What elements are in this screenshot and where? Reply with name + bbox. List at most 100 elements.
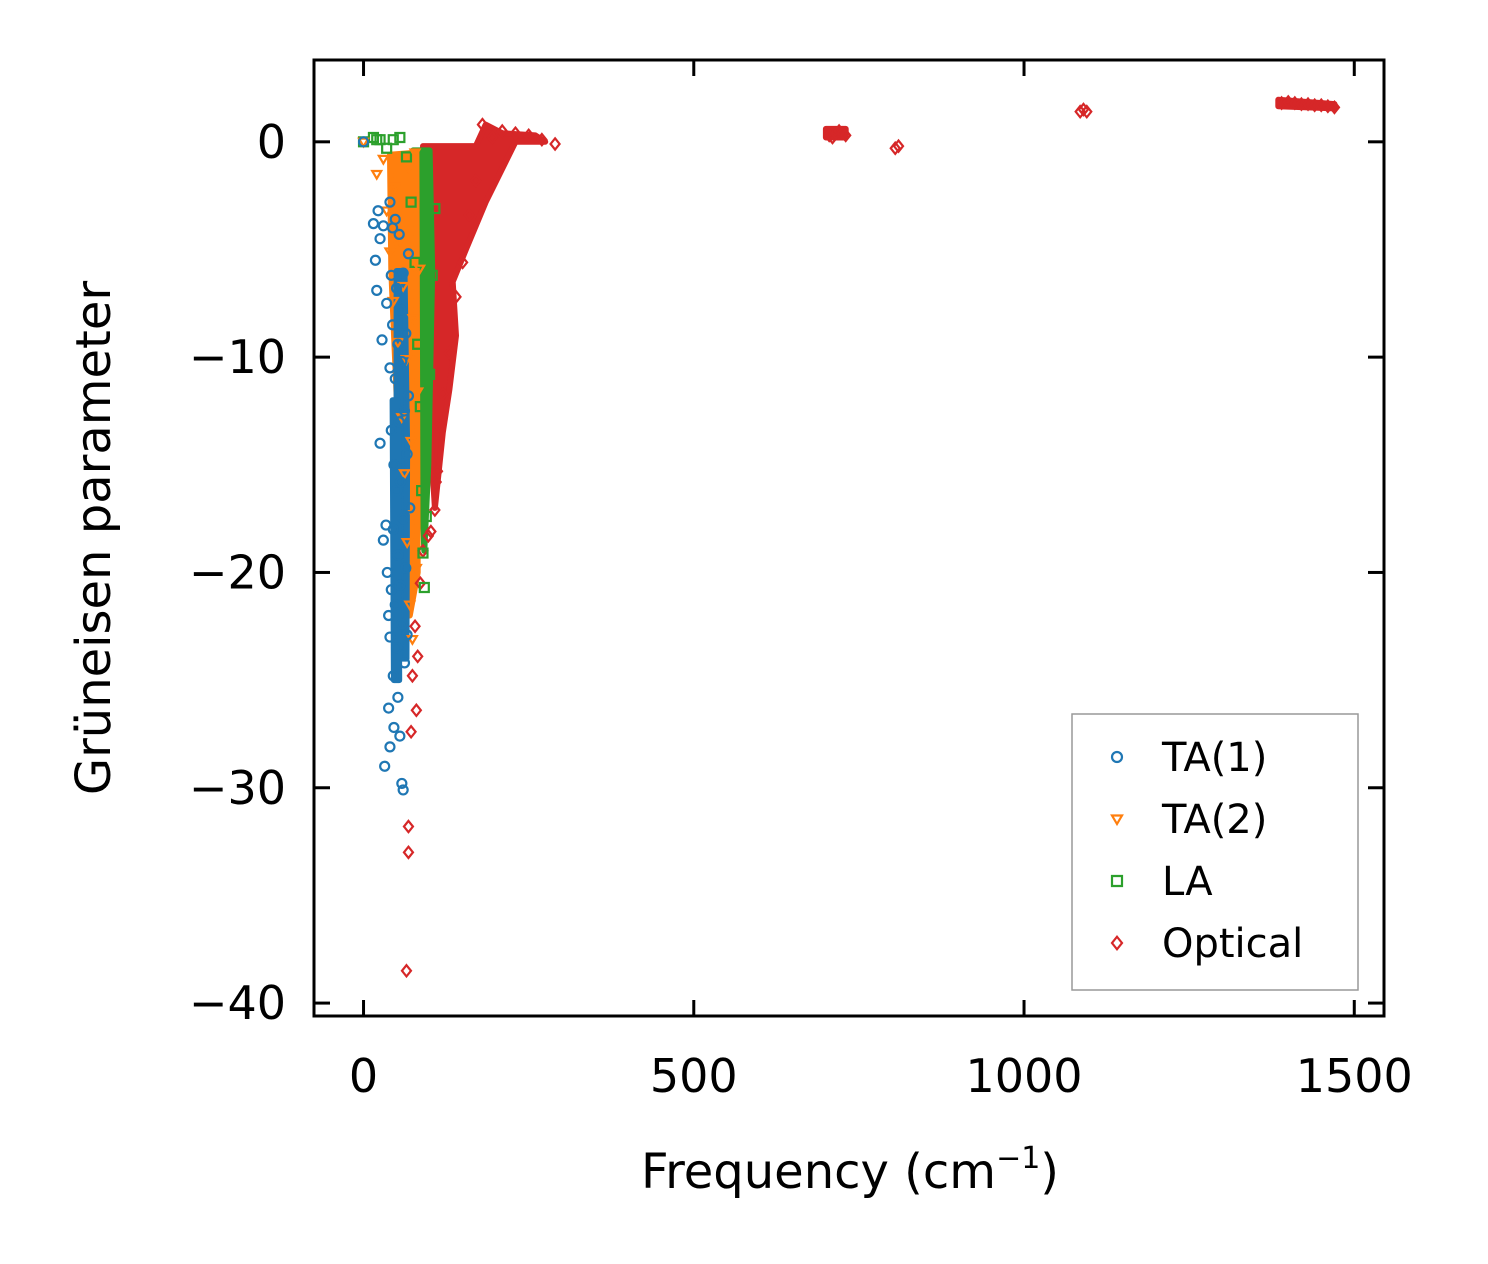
legend-marker-optical bbox=[1110, 934, 1124, 952]
point-optical-3 bbox=[405, 724, 418, 740]
point-ta1-53 bbox=[400, 562, 412, 574]
point-ta1-54 bbox=[401, 448, 413, 460]
x-axis-label-unit-exponent: −1 bbox=[996, 1141, 1040, 1176]
point-ta1-17 bbox=[384, 362, 396, 374]
x-axis-ticks: 0 500 1000 1500 bbox=[349, 60, 1413, 1103]
point-optical-30 bbox=[826, 130, 839, 145]
point-optical-24 bbox=[496, 123, 509, 139]
x-tick-label-0: 0 bbox=[349, 1049, 378, 1103]
point-ta2-15 bbox=[403, 600, 417, 612]
point-ta1-24 bbox=[386, 319, 399, 331]
point-optical-0 bbox=[400, 963, 413, 979]
point-ta1-16 bbox=[384, 196, 396, 208]
point-la-16 bbox=[423, 368, 436, 380]
point-ta1-0 bbox=[357, 136, 370, 148]
point-la-12 bbox=[416, 485, 428, 497]
point-la-9 bbox=[409, 256, 421, 268]
point-ta1-34 bbox=[390, 642, 403, 654]
point-ta1-20 bbox=[385, 269, 397, 281]
point-la-18 bbox=[429, 202, 441, 215]
point-la-8 bbox=[405, 196, 417, 208]
point-optical-10 bbox=[422, 528, 435, 544]
legend-marker-ta2 bbox=[1110, 814, 1124, 827]
point-ta2-22 bbox=[411, 387, 425, 399]
point-ta1-30 bbox=[389, 373, 401, 385]
y-tick-label-3: −30 bbox=[189, 761, 286, 815]
point-ta1-43 bbox=[394, 476, 407, 488]
point-optical-4 bbox=[406, 668, 419, 684]
point-ta1-35 bbox=[392, 338, 404, 350]
point-optical-16 bbox=[436, 386, 449, 402]
point-ta1-31 bbox=[389, 599, 401, 611]
x-tick-label-1: 500 bbox=[650, 1049, 738, 1103]
point-optical-28 bbox=[549, 136, 561, 152]
point-optical-11 bbox=[424, 524, 437, 539]
point-optical-18 bbox=[450, 289, 462, 305]
point-optical-26 bbox=[522, 127, 535, 143]
point-ta1-2 bbox=[369, 254, 382, 266]
point-ta2-0 bbox=[357, 137, 370, 149]
point-ta1-52 bbox=[400, 327, 412, 340]
plot-frame bbox=[312, 58, 1386, 1018]
x-tick-label-2: 1000 bbox=[965, 1049, 1082, 1103]
point-la-13 bbox=[417, 547, 429, 559]
point-ta1-51 bbox=[398, 657, 411, 669]
x-axis-label: Frequency (cm−1) bbox=[641, 1141, 1059, 1200]
point-optical-39 bbox=[1080, 104, 1093, 120]
legend-marker-ta1 bbox=[1110, 750, 1124, 764]
point-ta2-16 bbox=[404, 436, 418, 448]
y-tick-label-0: 0 bbox=[257, 115, 286, 169]
x-axis-label-main: Frequency (cm bbox=[641, 1144, 996, 1200]
point-optical-5 bbox=[409, 618, 421, 634]
point-ta1-28 bbox=[388, 721, 400, 734]
point-ta1-38 bbox=[393, 228, 405, 241]
point-ta2-14 bbox=[402, 163, 415, 175]
point-optical-2 bbox=[402, 844, 415, 860]
point-optical-42 bbox=[1288, 95, 1301, 111]
point-la-6 bbox=[394, 131, 406, 144]
point-ta1-22 bbox=[385, 584, 397, 596]
point-optical-48 bbox=[1328, 99, 1341, 115]
point-ta2-12 bbox=[400, 355, 413, 366]
point-optical-46 bbox=[1315, 97, 1328, 113]
point-ta1-42 bbox=[394, 304, 407, 316]
x-tick-label-3: 1500 bbox=[1296, 1049, 1413, 1103]
point-ta1-21 bbox=[385, 424, 397, 436]
point-optical-35 bbox=[889, 140, 902, 156]
point-optical-19 bbox=[456, 255, 469, 270]
legend-label-optical: Optical bbox=[1162, 921, 1303, 967]
point-ta1-9 bbox=[377, 534, 389, 546]
point-ta1-4 bbox=[372, 205, 384, 217]
y-axis-ticks: 0 −10 −20 −30 −40 bbox=[189, 115, 1384, 1030]
point-ta1-18 bbox=[384, 631, 396, 643]
point-ta1-32 bbox=[390, 282, 403, 294]
point-optical-7 bbox=[411, 649, 424, 664]
point-ta2-1 bbox=[370, 169, 384, 181]
point-optical-15 bbox=[433, 418, 446, 434]
point-ta1-58 bbox=[404, 502, 416, 514]
point-la-15 bbox=[420, 510, 432, 523]
point-ta2-2 bbox=[376, 154, 390, 166]
point-ta1-27 bbox=[388, 459, 400, 471]
x-axis-label-close: ) bbox=[1040, 1144, 1059, 1200]
point-ta1-25 bbox=[387, 523, 399, 535]
point-ta1-15 bbox=[383, 702, 395, 714]
point-ta1-14 bbox=[383, 609, 395, 622]
point-ta1-33 bbox=[390, 485, 403, 497]
point-ta1-5 bbox=[374, 233, 386, 245]
point-la-11 bbox=[414, 401, 426, 413]
legend-frame bbox=[1071, 713, 1359, 991]
point-ta1-56 bbox=[402, 248, 415, 260]
point-la-14 bbox=[418, 581, 430, 594]
y-tick-label-1: −10 bbox=[189, 330, 286, 384]
point-optical-13 bbox=[430, 474, 443, 490]
point-ta1-1 bbox=[367, 218, 380, 230]
point-ta2-13 bbox=[400, 538, 414, 549]
point-ta1-45 bbox=[396, 618, 408, 630]
point-ta1-50 bbox=[398, 405, 411, 417]
y-axis-label: Grüneisen parameter bbox=[66, 281, 122, 796]
point-optical-6 bbox=[410, 702, 423, 718]
point-ta2-4 bbox=[383, 247, 397, 259]
point-ta1-29 bbox=[389, 213, 401, 225]
point-optical-36 bbox=[892, 138, 905, 154]
